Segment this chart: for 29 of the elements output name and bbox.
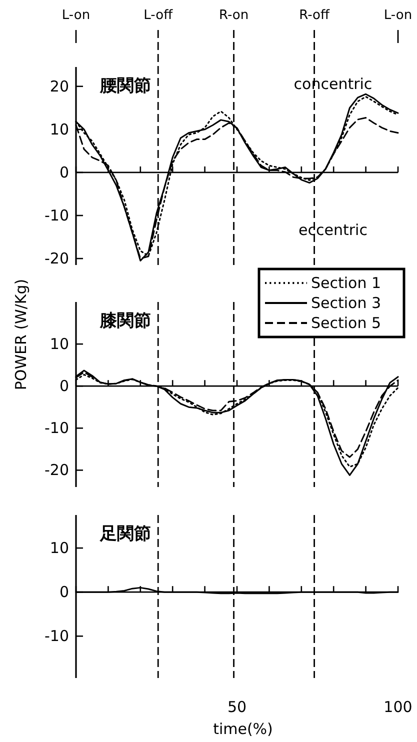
annotation: concentric [294, 75, 372, 93]
y-tick-label: 10 [50, 539, 69, 558]
x-tick-label: 100 [384, 698, 412, 716]
legend-label: Section 5 [311, 314, 382, 332]
ref-line-label: R-off [299, 8, 330, 23]
y-tick-label: 0 [59, 583, 69, 602]
ref-line-label: L-off [144, 8, 174, 23]
y-tick-label: 0 [59, 377, 69, 396]
y-tick-label: 0 [59, 163, 69, 182]
y-tick-label: -10 [44, 206, 69, 224]
x-tick-label: 50 [227, 698, 247, 716]
y-tick-label: 10 [50, 120, 69, 138]
text: 腰関節 [99, 76, 151, 96]
text: 足関節 [99, 524, 151, 544]
y-axis-title: POWER (W/Kg) [12, 278, 30, 390]
y-tick-label: -10 [44, 419, 69, 438]
y-tick-label: -10 [44, 627, 69, 646]
annotation: eccentric [298, 221, 368, 239]
legend-label: Section 3 [311, 294, 382, 312]
y-tick-label: 10 [50, 335, 69, 354]
x-axis-title: time(%) [213, 720, 273, 738]
legend-label: Section 1 [311, 274, 382, 292]
ref-line-label: L-on [62, 8, 90, 23]
ref-line-label: L-on [384, 8, 412, 23]
y-tick-label: -20 [44, 461, 69, 480]
text: 膝関節 [99, 311, 151, 331]
y-tick-label: -20 [44, 250, 69, 268]
ref-line-label: R-on [218, 8, 249, 23]
y-tick-label: 20 [50, 77, 69, 96]
